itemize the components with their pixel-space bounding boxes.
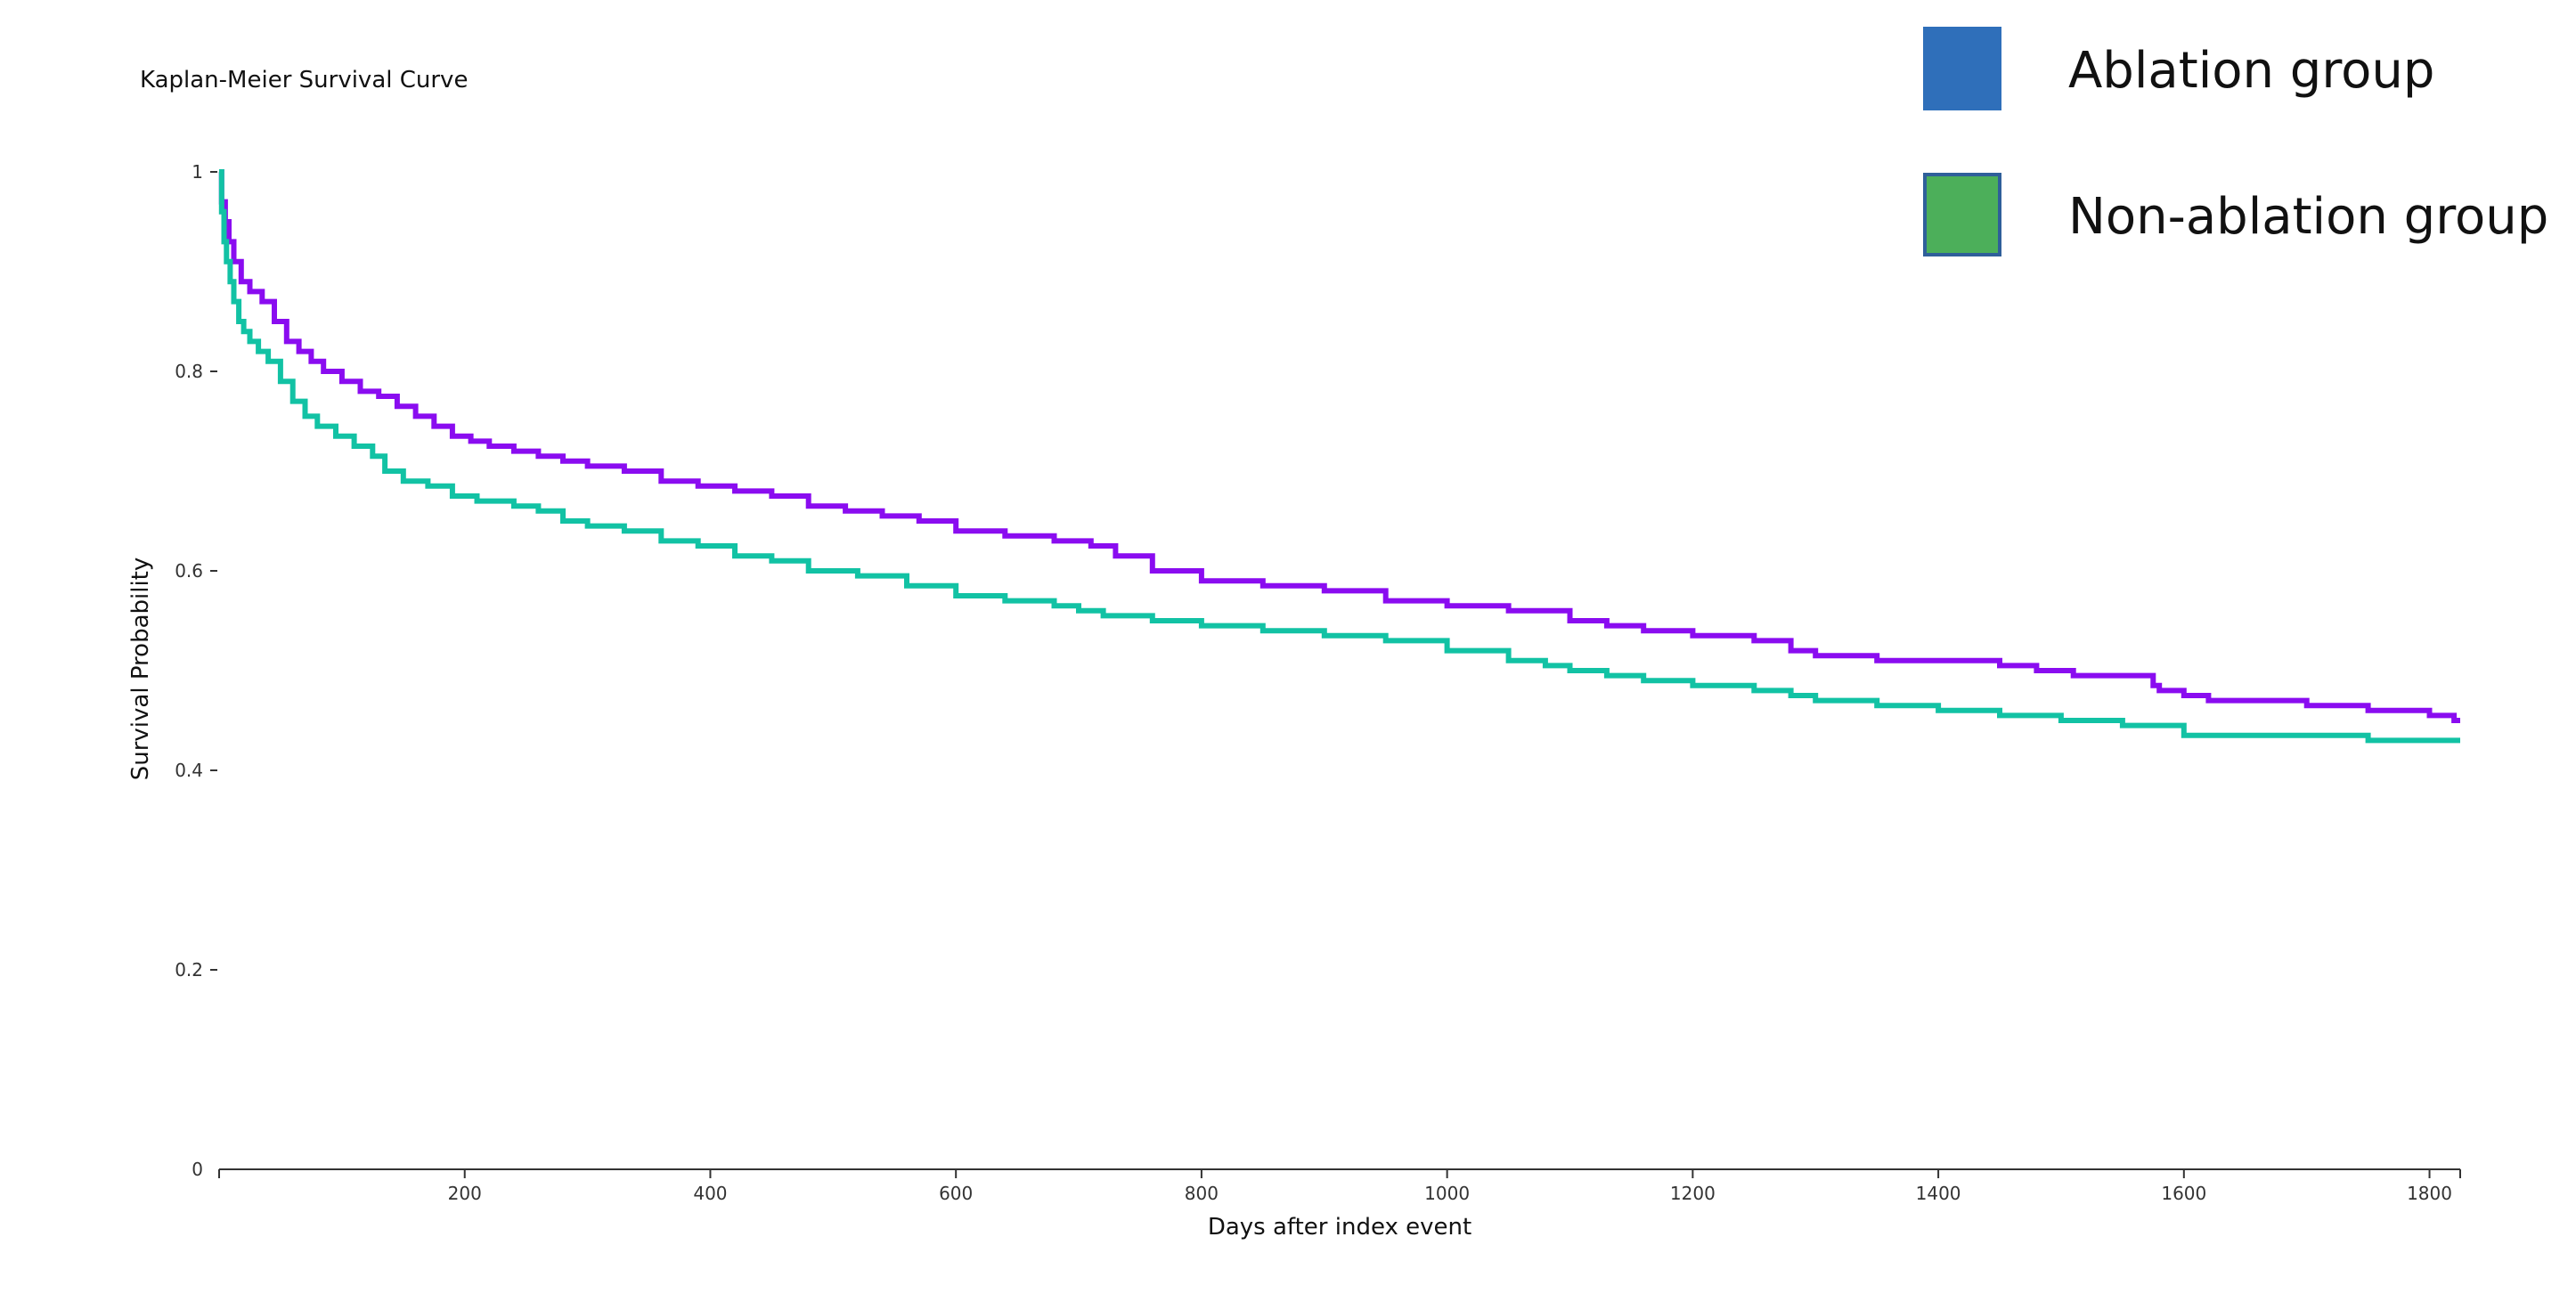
x-tick-label: 1600 — [2161, 1183, 2206, 1204]
y-axis-title: Survival Probability — [127, 557, 154, 781]
x-tick-label: 200 — [448, 1183, 482, 1204]
survival-line-0 — [218, 169, 2460, 723]
y-tick-label: 0.6 — [175, 560, 203, 582]
x-tick-label: 1000 — [1424, 1183, 1470, 1204]
axes: 200 400 600 800 1000 1200 1400 1600 1800 0 0.2 0.4 0… — [175, 161, 2461, 1204]
legend-label-ablation: Ablation group — [2068, 42, 2434, 100]
x-tick-label: 1400 — [1916, 1183, 1961, 1204]
y-tick-label: 1 — [192, 161, 203, 183]
y-tick-label: 0 — [192, 1159, 203, 1180]
x-axis-title: Days after index event — [1208, 1214, 1471, 1241]
x-tick-label: 800 — [1185, 1183, 1219, 1204]
y-tick-label: 0.2 — [175, 959, 203, 981]
x-tick-label: 1800 — [2407, 1183, 2452, 1204]
legend-swatch-non-ablation — [1923, 173, 2001, 256]
legend: Ablation group Non-ablation group — [1923, 27, 2548, 256]
y-tick-label: 0.4 — [175, 760, 203, 781]
legend-label-non-ablation: Non-ablation group — [2068, 188, 2548, 246]
chart-title: Kaplan-Meier Survival Curve — [140, 67, 468, 94]
x-tick-label: 600 — [939, 1183, 973, 1204]
legend-swatch-ablation — [1923, 27, 2001, 110]
x-tick-label: 400 — [693, 1183, 727, 1204]
y-tick-label: 0.8 — [175, 361, 203, 382]
survival-line-1 — [218, 169, 2460, 744]
x-tick-label: 1200 — [1670, 1183, 1716, 1204]
series-layer — [218, 169, 2460, 744]
